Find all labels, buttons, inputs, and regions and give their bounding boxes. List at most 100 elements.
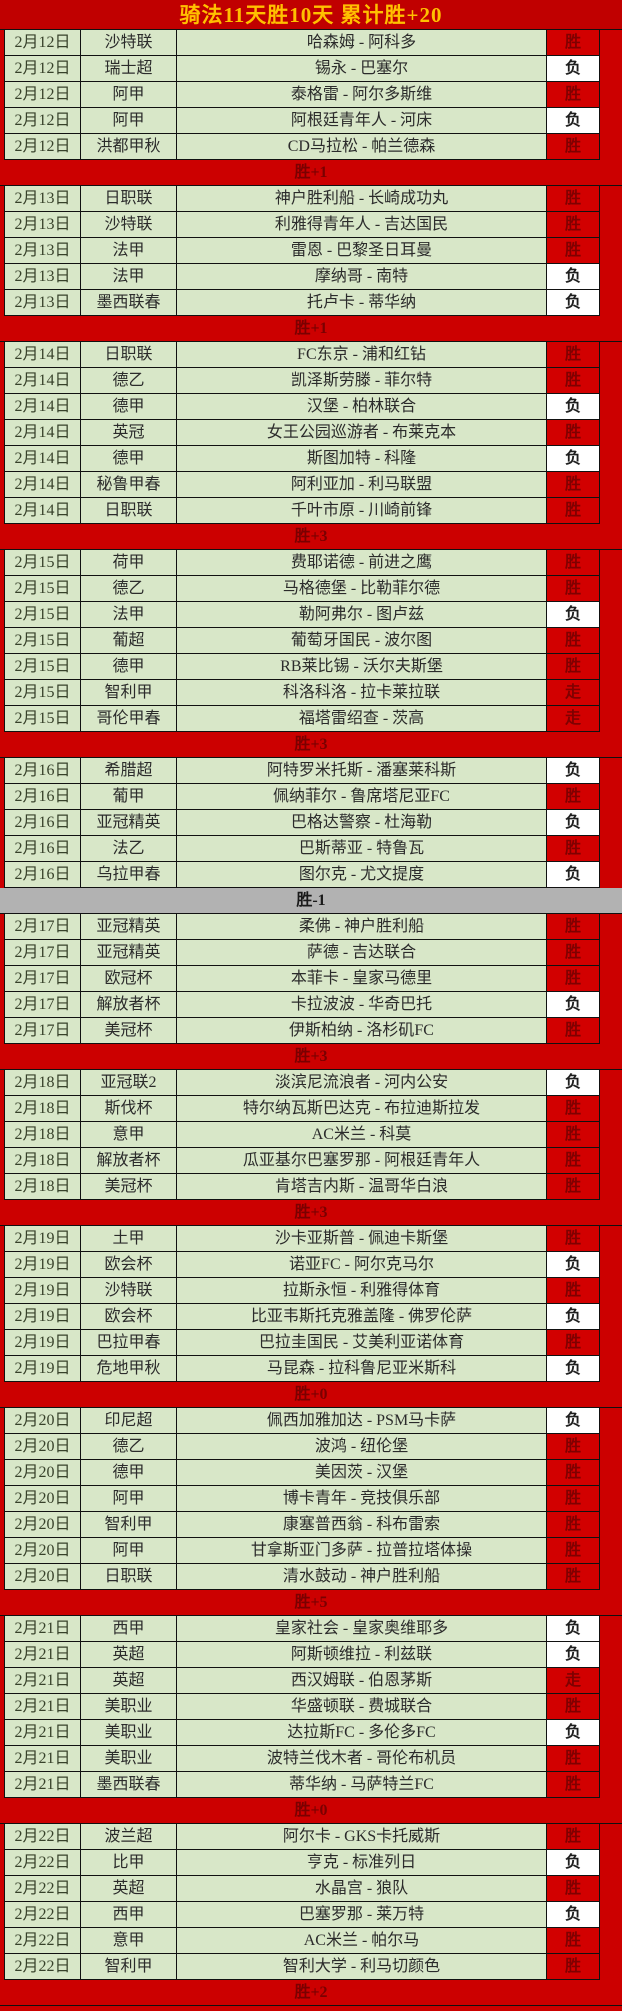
date-cell: 2月22日 [4,1824,81,1849]
date-cell: 2月18日 [4,1070,81,1095]
league-cell: 德甲 [81,394,177,419]
league-cell: 智利甲 [81,1954,177,1979]
result-cell: 胜 [547,30,600,55]
date-cell: 2月14日 [4,472,81,497]
result-cell: 胜 [547,1018,600,1043]
date-cell: 2月21日 [4,1642,81,1667]
date-cell: 2月15日 [4,628,81,653]
result-cell: 胜 [547,1538,600,1563]
league-cell: 德甲 [81,1460,177,1485]
result-cell: 胜 [547,1928,600,1953]
date-cell: 2月21日 [4,1772,81,1797]
result-cell: 胜 [547,342,600,367]
table-row: 2月18日 解放者杯 瓜亚基尔巴塞罗那 - 阿根廷青年人胜 [4,1148,600,1174]
match-cell: 诺亚FC - 阿尔克马尔 [177,1252,547,1277]
result-cell: 胜 [547,1096,600,1121]
table-row: 2月14日 秘鲁甲春 阿利亚加 - 利马联盟胜 [4,472,600,498]
result-cell: 胜 [547,654,600,679]
table-row: 2月19日 巴拉甲春 巴拉圭国民 - 艾美利亚诺体育胜 [4,1330,600,1356]
match-cell: AC米兰 - 帕尔马 [177,1928,547,1953]
result-cell: 负 [547,1356,600,1381]
table-row: 2月12日 瑞士超 锡永 - 巴塞尔负 [4,56,600,82]
date-cell: 2月18日 [4,1122,81,1147]
date-cell: 2月14日 [4,498,81,523]
summary-row: 胜+1 [0,160,622,186]
date-cell: 2月16日 [4,758,81,783]
table-row: 2月19日 土甲 沙卡亚斯普 - 佩迪卡斯堡胜 [4,1226,600,1252]
result-cell: 胜 [547,186,600,211]
league-cell: 沙特联 [81,30,177,55]
table-row: 2月19日 沙特联 拉斯永恒 - 利雅得体育胜 [4,1278,600,1304]
result-cell: 负 [547,108,600,133]
result-cell: 负 [547,1720,600,1745]
table-row: 2月22日 智利甲 智利大学 - 利马切颜色胜 [4,1954,600,1980]
result-cell: 胜 [547,1954,600,1979]
summary-row: 胜+1 [0,316,622,342]
date-cell: 2月15日 [4,576,81,601]
date-cell: 2月16日 [4,810,81,835]
result-cell: 胜 [547,498,600,523]
table-row: 2月14日 德乙 凯泽斯劳滕 - 菲尔特胜 [4,368,600,394]
date-cell: 2月14日 [4,394,81,419]
date-cell: 2月19日 [4,1226,81,1251]
match-cell: 哈森姆 - 阿科多 [177,30,547,55]
result-cell: 胜 [547,1694,600,1719]
date-cell: 2月21日 [4,1694,81,1719]
summary-row: 胜+5 [0,1590,622,1616]
result-cell: 胜 [547,1226,600,1251]
league-cell: 哥伦甲春 [81,706,177,731]
table-row: 2月15日 葡超 葡萄牙国民 - 波尔图胜 [4,628,600,654]
date-cell: 2月21日 [4,1720,81,1745]
table-row: 2月18日 亚冠联2 淡滨尼流浪者 - 河内公安负 [4,1070,600,1096]
date-cell: 2月15日 [4,550,81,575]
result-cell: 负 [547,1616,600,1641]
date-cell: 2月15日 [4,680,81,705]
date-cell: 2月19日 [4,1356,81,1381]
match-cell: 巴斯蒂亚 - 特鲁瓦 [177,836,547,861]
match-cell: 费耶诺德 - 前进之鹰 [177,550,547,575]
table-row: 2月20日 印尼超 佩西加雅加达 - PSM马卡萨负 [4,1408,600,1434]
table-row: 2月14日 德甲 汉堡 - 柏林联合负 [4,394,600,420]
date-cell: 2月13日 [4,264,81,289]
result-cell: 胜 [547,472,600,497]
table-row: 2月20日 日职联 清水鼓动 - 神户胜利船胜 [4,1564,600,1590]
match-cell: 甘拿斯亚门多萨 - 拉普拉塔体操 [177,1538,547,1563]
league-cell: 亚冠精英 [81,914,177,939]
result-cell: 负 [547,1252,600,1277]
table-row: 2月14日 日职联 千叶市原 - 川崎前锋胜 [4,498,600,524]
match-cell: 汉堡 - 柏林联合 [177,394,547,419]
match-cell: 凯泽斯劳滕 - 菲尔特 [177,368,547,393]
result-cell: 胜 [547,784,600,809]
table-row: 2月20日 德甲 美因茨 - 汉堡胜 [4,1460,600,1486]
match-cell: 波鸿 - 纽伦堡 [177,1434,547,1459]
table-row: 2月22日 比甲 亨克 - 标准列日负 [4,1850,600,1876]
league-cell: 土甲 [81,1226,177,1251]
match-cell: 阿斯顿维拉 - 利兹联 [177,1642,547,1667]
date-cell: 2月22日 [4,1876,81,1901]
league-cell: 西甲 [81,1902,177,1927]
league-cell: 波兰超 [81,1824,177,1849]
match-cell: 智利大学 - 利马切颜色 [177,1954,547,1979]
match-cell: 特尔纳瓦斯巴达克 - 布拉迪斯拉发 [177,1096,547,1121]
summary-row: 胜-1 [0,888,622,914]
league-cell: 印尼超 [81,1408,177,1433]
table-row: 2月13日 墨西联春 托卢卡 - 蒂华纳负 [4,290,600,316]
league-cell: 阿甲 [81,1486,177,1511]
date-cell: 2月21日 [4,1616,81,1641]
date-cell: 2月12日 [4,56,81,81]
date-cell: 2月17日 [4,1018,81,1043]
league-cell: 葡甲 [81,784,177,809]
result-cell: 胜 [547,628,600,653]
table-row: 2月15日 哥伦甲春 福塔雷绍查 - 茨高走 [4,706,600,732]
match-cell: 勒阿弗尔 - 图卢兹 [177,602,547,627]
league-cell: 美冠杯 [81,1018,177,1043]
table-row: 2月16日 希腊超 阿特罗米托斯 - 潘塞莱科斯负 [4,758,600,784]
match-cell: 女王公园巡游者 - 布莱克本 [177,420,547,445]
table-row: 2月17日 亚冠精英 柔佛 - 神户胜利船胜 [4,914,600,940]
summary-row: 胜+3 [0,524,622,550]
match-cell: 阿根廷青年人 - 河床 [177,108,547,133]
result-cell: 胜 [547,576,600,601]
table-row: 2月17日 美冠杯 伊斯柏纳 - 洛杉矶FC 胜 [4,1018,600,1044]
league-cell: 英超 [81,1876,177,1901]
table-row: 2月17日 欧冠杯 本菲卡 - 皇家马德里胜 [4,966,600,992]
